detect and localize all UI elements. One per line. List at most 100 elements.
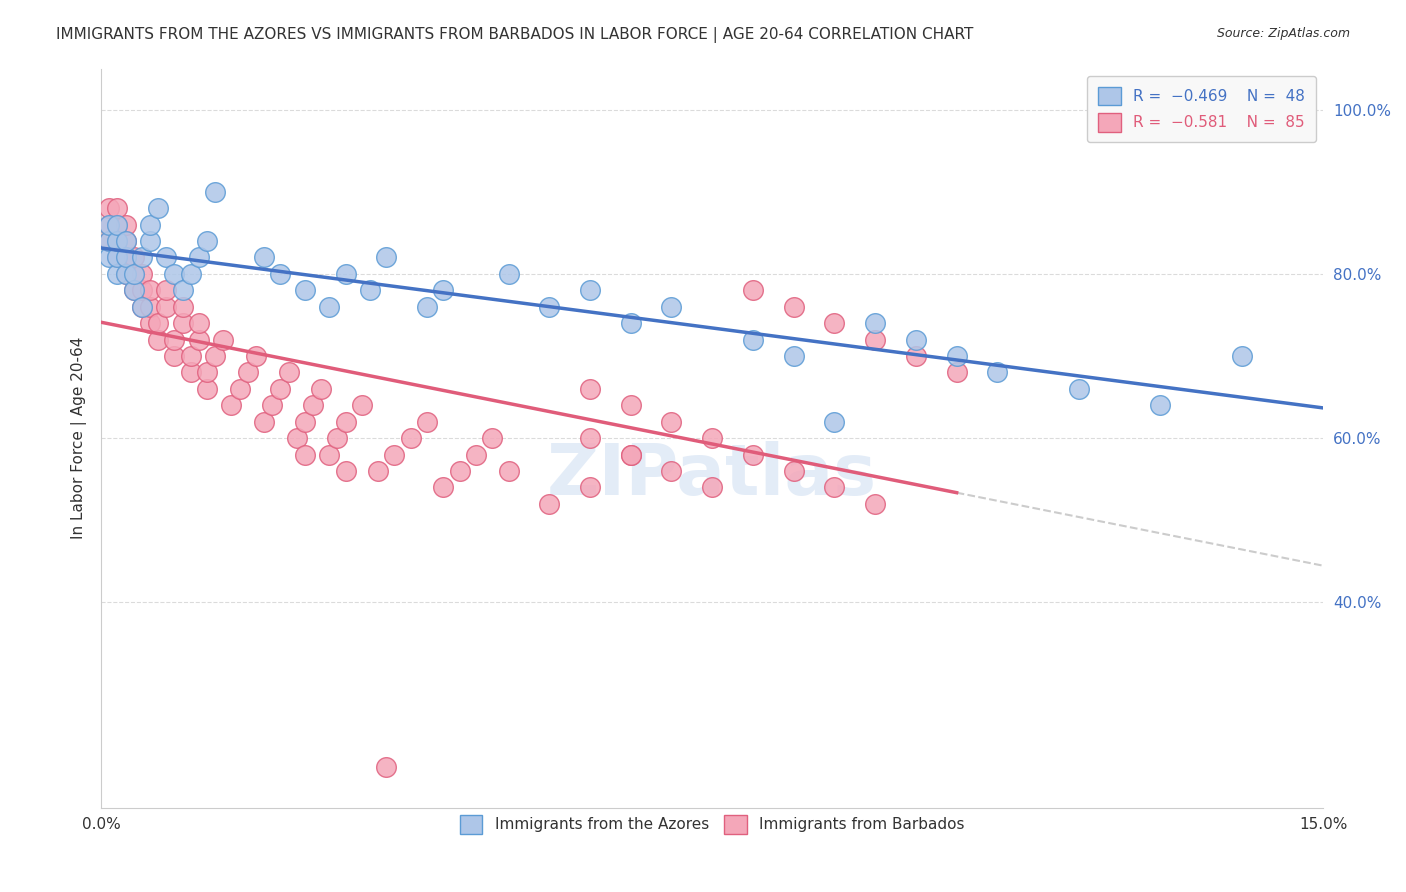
Point: [253, 415, 276, 429]
Point: [204, 349, 226, 363]
Point: [122, 283, 145, 297]
Point: [335, 415, 357, 429]
Point: [367, 464, 389, 478]
Point: [155, 283, 177, 297]
Point: [107, 251, 129, 265]
Point: [359, 283, 381, 297]
Point: [498, 464, 520, 478]
Point: [1067, 382, 1090, 396]
Point: [904, 349, 927, 363]
Point: [823, 415, 845, 429]
Point: [863, 333, 886, 347]
Point: [122, 267, 145, 281]
Point: [114, 234, 136, 248]
Point: [335, 267, 357, 281]
Text: ZIPatlas: ZIPatlas: [547, 441, 877, 509]
Point: [620, 316, 643, 330]
Point: [107, 251, 129, 265]
Point: [98, 234, 121, 248]
Point: [163, 349, 186, 363]
Point: [131, 251, 153, 265]
Point: [432, 480, 454, 494]
Point: [620, 448, 643, 462]
Point: [139, 234, 162, 248]
Point: [107, 201, 129, 215]
Point: [1149, 398, 1171, 412]
Point: [187, 316, 209, 330]
Point: [155, 251, 177, 265]
Point: [146, 316, 169, 330]
Point: [326, 431, 349, 445]
Point: [498, 267, 520, 281]
Point: [98, 218, 121, 232]
Point: [285, 431, 308, 445]
Point: [294, 415, 316, 429]
Point: [262, 398, 284, 412]
Point: [98, 201, 121, 215]
Point: [269, 382, 291, 396]
Point: [221, 398, 243, 412]
Point: [180, 349, 202, 363]
Text: IMMIGRANTS FROM THE AZORES VS IMMIGRANTS FROM BARBADOS IN LABOR FORCE | AGE 20-6: IMMIGRANTS FROM THE AZORES VS IMMIGRANTS…: [56, 27, 973, 43]
Point: [375, 251, 398, 265]
Point: [195, 365, 218, 379]
Point: [98, 251, 121, 265]
Point: [945, 349, 967, 363]
Point: [195, 234, 218, 248]
Point: [302, 398, 325, 412]
Point: [180, 365, 202, 379]
Point: [661, 415, 683, 429]
Point: [139, 283, 162, 297]
Point: [620, 448, 643, 462]
Point: [277, 365, 299, 379]
Point: [318, 300, 340, 314]
Point: [432, 283, 454, 297]
Point: [139, 218, 162, 232]
Point: [579, 283, 602, 297]
Point: [538, 497, 561, 511]
Point: [782, 300, 804, 314]
Point: [863, 497, 886, 511]
Point: [1230, 349, 1253, 363]
Point: [309, 382, 332, 396]
Point: [122, 267, 145, 281]
Point: [107, 234, 129, 248]
Point: [131, 283, 153, 297]
Point: [384, 448, 406, 462]
Point: [449, 464, 471, 478]
Point: [579, 431, 602, 445]
Point: [155, 300, 177, 314]
Point: [228, 382, 250, 396]
Point: [172, 316, 194, 330]
Point: [702, 431, 724, 445]
Point: [98, 218, 121, 232]
Point: [464, 448, 486, 462]
Point: [661, 464, 683, 478]
Point: [131, 267, 153, 281]
Point: [350, 398, 373, 412]
Point: [782, 349, 804, 363]
Point: [187, 251, 209, 265]
Point: [139, 316, 162, 330]
Point: [114, 267, 136, 281]
Point: [114, 267, 136, 281]
Point: [163, 333, 186, 347]
Point: [620, 398, 643, 412]
Point: [139, 300, 162, 314]
Point: [172, 300, 194, 314]
Point: [742, 448, 765, 462]
Text: Source: ZipAtlas.com: Source: ZipAtlas.com: [1216, 27, 1350, 40]
Point: [481, 431, 503, 445]
Point: [904, 333, 927, 347]
Point: [204, 185, 226, 199]
Point: [163, 267, 186, 281]
Point: [114, 251, 136, 265]
Point: [114, 234, 136, 248]
Point: [236, 365, 259, 379]
Point: [375, 759, 398, 773]
Point: [863, 316, 886, 330]
Point: [538, 300, 561, 314]
Point: [416, 415, 439, 429]
Point: [294, 283, 316, 297]
Point: [122, 251, 145, 265]
